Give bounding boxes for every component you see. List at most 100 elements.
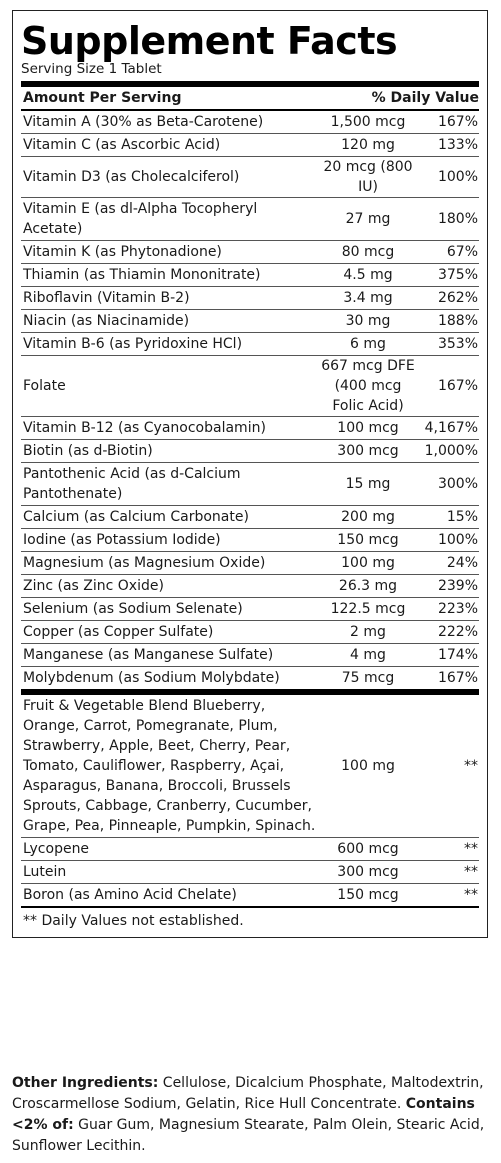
nutrient-row: Vitamin D3 (as Cholecalciferol) 20 mcg (8…	[21, 157, 479, 198]
nutrient-row: Folate 667 mcg DFE (400 mcg Folic Acid) 16…	[21, 356, 479, 417]
nutrient-amount: 26.3 mg	[338, 578, 398, 594]
nutrient-name: Boron (as Amino Acid Chelate)	[23, 887, 237, 903]
nutrient-daily-value: 100%	[437, 169, 478, 185]
nutrient-amount: 100 mg	[341, 555, 395, 571]
table-header: Amount Per Serving % Daily Value	[21, 87, 479, 111]
nutrient-amount: 300 mcg	[337, 443, 399, 459]
nutrient-amount: 1,500 mcg	[330, 114, 406, 130]
nutrient-daily-value: **	[464, 758, 478, 774]
nutrient-daily-value: 174%	[437, 647, 478, 663]
nutrient-name: Lutein	[23, 864, 67, 880]
nutrient-name: Magnesium (as Magnesium Oxide)	[23, 555, 266, 571]
nutrient-row: Vitamin K (as Phytonadione) 80 mcg 67%	[21, 241, 479, 264]
nutrient-daily-value: 188%	[437, 313, 478, 329]
nutrient-name: Calcium (as Calcium Carbonate)	[23, 509, 249, 525]
thick-divider	[21, 81, 479, 87]
nutrient-amount: 6 mg	[350, 336, 386, 352]
nutrient-daily-value: 262%	[437, 290, 478, 306]
nutrient-name: Manganese (as Manganese Sulfate)	[23, 647, 274, 663]
nutrient-name: Vitamin C (as Ascorbic Acid)	[23, 137, 221, 153]
nutrient-name: Iodine (as Potassium Iodide)	[23, 532, 221, 548]
nutrient-daily-value: 100%	[437, 532, 478, 548]
nutrient-daily-value: 67%	[446, 244, 478, 260]
other-ingredients-label: Other Ingredients:	[12, 1075, 159, 1091]
nutrient-daily-value: 222%	[437, 624, 478, 640]
nutrient-daily-value: 24%	[446, 555, 478, 571]
nutrient-amount: 75 mcg	[341, 670, 395, 686]
panel-title: Supplement Facts	[21, 19, 398, 63]
nutrient-name: Riboflavin (Vitamin B-2)	[23, 290, 190, 306]
nutrient-daily-value: **	[464, 887, 478, 903]
nutrient-daily-value: **	[464, 841, 478, 857]
nutrient-row: Vitamin A (30% as Beta-Carotene) 1,500 mc…	[21, 111, 479, 134]
other-ingredients: Other Ingredients: Cellulose, Dicalcium …	[12, 1073, 490, 1157]
other-row: Fruit & Vegetable Blend Blueberry, Orang…	[21, 695, 479, 838]
footnote: ** Daily Values not established.	[21, 906, 479, 931]
nutrient-row: Thiamin (as Thiamin Mononitrate) 4.5 mg 37…	[21, 264, 479, 287]
nutrient-name: Copper (as Copper Sulfate)	[23, 624, 214, 640]
nutrient-daily-value: 223%	[437, 601, 478, 617]
nutrient-name: Vitamin B-12 (as Cyanocobalamin)	[23, 420, 266, 436]
other-row: Lutein 300 mcg **	[21, 861, 479, 884]
nutrient-name: Pantothenic Acid (as d-Calcium Pantothen…	[23, 466, 241, 502]
nutrient-daily-value: 15%	[446, 509, 478, 525]
nutrient-name: Vitamin A (30% as Beta-Carotene)	[23, 114, 264, 130]
nutrient-amount: 80 mcg	[341, 244, 395, 260]
nutrient-daily-value: 167%	[437, 378, 478, 394]
nutrient-amount: 122.5 mcg	[330, 601, 406, 617]
nutrient-row: Copper (as Copper Sulfate) 2 mg 222%	[21, 621, 479, 644]
nutrient-row: Magnesium (as Magnesium Oxide) 100 mg 24%	[21, 552, 479, 575]
nutrient-row: Pantothenic Acid (as d-Calcium Pantothen…	[21, 463, 479, 506]
nutrient-name: Zinc (as Zinc Oxide)	[23, 578, 164, 594]
nutrient-daily-value: 167%	[437, 114, 478, 130]
nutrient-daily-value: 4,167%	[424, 420, 478, 436]
contains-text: Guar Gum, Magnesium Stearate, Palm Olein…	[12, 1117, 485, 1154]
daily-value-label: % Daily Value	[371, 90, 479, 106]
nutrient-row: Molybdenum (as Sodium Molybdate) 75 mcg 16…	[21, 667, 479, 689]
nutrient-daily-value: 300%	[437, 476, 478, 492]
nutrient-name: Vitamin D3 (as Cholecalciferol)	[23, 169, 240, 185]
nutrient-daily-value: 133%	[437, 137, 478, 153]
nutrient-row: Manganese (as Manganese Sulfate) 4 mg 174%	[21, 644, 479, 667]
nutrient-amount: 4.5 mg	[343, 267, 393, 283]
other-row: Lycopene 600 mcg **	[21, 838, 479, 861]
nutrient-row: Zinc (as Zinc Oxide) 26.3 mg 239%	[21, 575, 479, 598]
nutrient-amount: 15 mg	[345, 476, 391, 492]
nutrient-daily-value: 167%	[437, 670, 478, 686]
nutrient-name: Lycopene	[23, 841, 90, 857]
amount-per-serving-label: Amount Per Serving	[23, 90, 182, 106]
nutrient-name: Vitamin K (as Phytonadione)	[23, 244, 222, 260]
nutrient-name: Niacin (as Niacinamide)	[23, 313, 190, 329]
nutrient-row: Vitamin C (as Ascorbic Acid) 120 mg 133%	[21, 134, 479, 157]
nutrient-daily-value: 375%	[437, 267, 478, 283]
nutrient-row: Niacin (as Niacinamide) 30 mg 188%	[21, 310, 479, 333]
other-ingredients-text: Cellulose, Dicalcium Phosphate, Maltodex…	[12, 1075, 484, 1112]
thick-divider	[21, 689, 479, 695]
nutrient-name: Fruit & Vegetable Blend Blueberry, Orang…	[23, 698, 316, 834]
nutrient-row: Calcium (as Calcium Carbonate) 200 mg 15%	[21, 506, 479, 529]
nutrient-row: Biotin (as d-Biotin) 300 mcg 1,000%	[21, 440, 479, 463]
nutrient-amount: 20 mcg (800 IU)	[323, 159, 413, 195]
nutrient-amount: 600 mcg	[337, 841, 399, 857]
supplement-facts-panel: Supplement Facts Serving Size 1 Tablet A…	[12, 10, 488, 938]
nutrient-name: Biotin (as d-Biotin)	[23, 443, 153, 459]
nutrient-row: Vitamin E (as dl-Alpha Tocopheryl Acetat…	[21, 198, 479, 241]
nutrient-list: Vitamin A (30% as Beta-Carotene) 1,500 mc…	[21, 111, 479, 689]
nutrient-name: Molybdenum (as Sodium Molybdate)	[23, 670, 280, 686]
nutrient-name: Thiamin (as Thiamin Mononitrate)	[23, 267, 261, 283]
nutrient-amount: 120 mg	[341, 137, 395, 153]
nutrient-amount: 100 mg	[341, 758, 395, 774]
serving-size: Serving Size 1 Tablet	[21, 61, 162, 77]
nutrient-row: Riboflavin (Vitamin B-2) 3.4 mg 262%	[21, 287, 479, 310]
other-ingredient-list: Fruit & Vegetable Blend Blueberry, Orang…	[21, 695, 479, 906]
nutrient-daily-value: 1,000%	[424, 443, 478, 459]
nutrient-name: Folate	[23, 378, 66, 394]
nutrient-amount: 667 mcg DFE (400 mcg Folic Acid)	[321, 358, 415, 414]
nutrient-amount: 150 mcg	[337, 887, 399, 903]
nutrient-amount: 300 mcg	[337, 864, 399, 880]
nutrient-amount: 2 mg	[350, 624, 386, 640]
nutrient-amount: 3.4 mg	[343, 290, 393, 306]
nutrient-name: Selenium (as Sodium Selenate)	[23, 601, 243, 617]
nutrient-row: Selenium (as Sodium Selenate) 122.5 mcg 22…	[21, 598, 479, 621]
nutrient-daily-value: 239%	[437, 578, 478, 594]
